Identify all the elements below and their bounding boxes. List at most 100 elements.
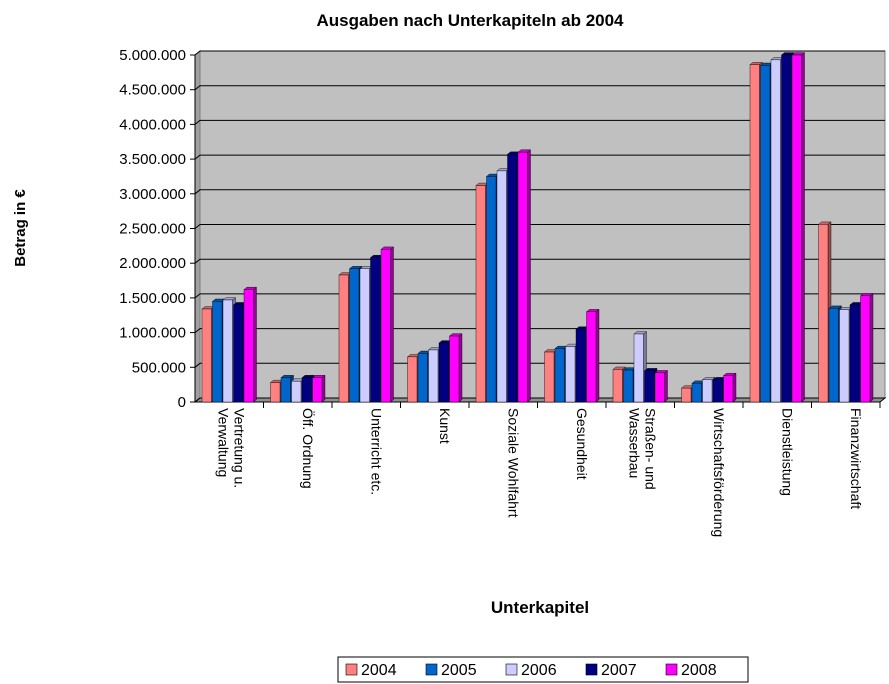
grid-line xyxy=(194,293,885,299)
x-tick-label: Dienstleistung xyxy=(779,408,796,496)
legend-label: 2004 xyxy=(361,662,397,679)
bar xyxy=(860,295,871,403)
x-tick-label: Straßen- und Wasserbau xyxy=(626,408,659,490)
bar xyxy=(839,309,850,403)
bar xyxy=(301,377,312,403)
grid-line xyxy=(194,154,885,160)
bar xyxy=(849,304,860,403)
x-tick-label: Vertretung u. Verwaltung xyxy=(215,408,248,489)
bar-side xyxy=(390,246,394,403)
y-tick-label: 4.500.000 xyxy=(119,82,186,99)
grid-line xyxy=(194,85,885,91)
legend-swatch xyxy=(425,663,438,676)
bar xyxy=(407,356,418,403)
y-tick-label: 1.500.000 xyxy=(119,290,186,307)
y-tick-label: 500.000 xyxy=(132,359,186,376)
bar xyxy=(270,382,281,403)
grid-line xyxy=(194,328,885,333)
x-tick-label: Wirtschaftsförderung xyxy=(710,408,727,538)
x-tick-label: Soziale Wohlfahrt xyxy=(505,408,522,518)
x-tick-label: Unterricht etc. xyxy=(368,408,385,496)
grid-line xyxy=(194,189,885,195)
bar xyxy=(654,372,665,403)
bar xyxy=(791,54,802,403)
bar xyxy=(243,289,254,403)
bar xyxy=(338,274,349,403)
bar-side xyxy=(869,293,874,403)
bar xyxy=(612,369,623,403)
legend-label: 2008 xyxy=(681,662,717,679)
bar-side xyxy=(595,308,600,403)
bar xyxy=(575,328,586,403)
bar-side xyxy=(664,370,668,403)
grid-line xyxy=(194,258,885,264)
bar xyxy=(828,308,839,403)
bar xyxy=(312,377,323,403)
bar xyxy=(349,268,360,403)
bar xyxy=(359,268,370,403)
bar-side xyxy=(527,149,531,403)
bar-side xyxy=(458,333,463,403)
bar xyxy=(702,379,713,403)
bar xyxy=(201,308,212,403)
legend-swatch xyxy=(505,663,518,676)
legend-swatch xyxy=(665,663,678,676)
bar xyxy=(380,249,391,403)
legend-swatch xyxy=(585,663,598,676)
bar xyxy=(781,54,792,403)
bar xyxy=(417,353,428,403)
x-tick-label: Öff. Ordnung xyxy=(299,408,316,489)
bar xyxy=(681,387,692,403)
x-tick-label: Gesundheit xyxy=(573,408,590,480)
y-tick-label: 3.500.000 xyxy=(119,151,186,168)
bar xyxy=(749,64,760,403)
legend-label: 2007 xyxy=(601,662,637,679)
y-tick-label: 4.000.000 xyxy=(119,116,186,133)
bar xyxy=(428,349,439,403)
bar xyxy=(280,377,291,403)
bar xyxy=(586,311,597,403)
bar xyxy=(623,369,634,403)
y-tick-label: 3.000.000 xyxy=(119,186,186,203)
x-axis-title: Unterkapitel xyxy=(491,598,589,617)
bar xyxy=(438,342,449,403)
bar xyxy=(233,304,244,403)
y-tick-label: 2.000.000 xyxy=(119,255,186,272)
bar-side xyxy=(253,286,257,403)
bar xyxy=(517,151,528,403)
bar xyxy=(486,176,497,403)
x-tick-label: Finanzwirtschaft xyxy=(847,408,864,510)
bar xyxy=(723,375,734,403)
bar xyxy=(370,257,381,403)
y-tick-label: 2.500.000 xyxy=(119,221,186,238)
bar xyxy=(633,333,644,403)
bar xyxy=(554,348,565,403)
chart-title: Ausgaben nach Unterkapiteln ab 2004 xyxy=(316,11,624,30)
legend-label: 2006 xyxy=(521,662,557,679)
bar xyxy=(712,379,723,403)
bar xyxy=(496,170,507,403)
bar xyxy=(449,335,460,403)
bar xyxy=(770,59,781,403)
x-tick-label: Kunst xyxy=(436,408,453,444)
bar xyxy=(691,383,702,403)
legend-swatch xyxy=(345,663,358,676)
bar-side xyxy=(321,374,326,403)
legend-box xyxy=(337,656,749,683)
y-tick-label: 0 xyxy=(178,394,186,411)
bar xyxy=(565,346,576,403)
bar xyxy=(222,299,233,403)
y-tick-label: 5.000.000 xyxy=(119,47,186,64)
bar xyxy=(291,380,302,403)
grid-line xyxy=(194,119,885,125)
bar-side xyxy=(732,372,737,403)
bar-side xyxy=(801,52,805,403)
bar xyxy=(475,185,486,403)
grid-line xyxy=(194,224,885,229)
bar xyxy=(644,370,655,403)
bar xyxy=(507,154,518,403)
bar xyxy=(818,224,829,403)
grid-line xyxy=(194,50,885,56)
